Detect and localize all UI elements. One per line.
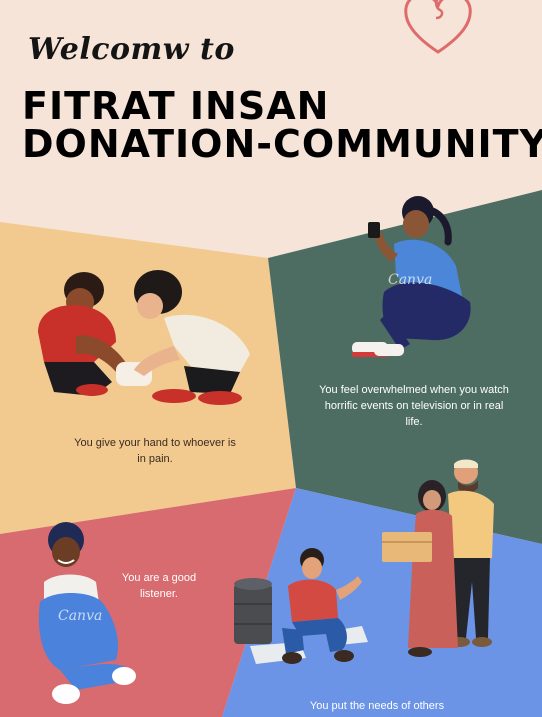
sitting-man-illustration <box>234 548 368 664</box>
panel-green <box>268 190 542 544</box>
couple-with-box-illustration <box>382 459 494 657</box>
helping-hand-illustration <box>38 270 250 405</box>
caption-give-hand: You give your hand to whoever is in pain… <box>74 437 236 465</box>
welcome-heading: Welcomw to <box>28 32 235 67</box>
page-title-line2: DONATION-COMMUNITY <box>22 122 542 166</box>
person-with-phone-illustration: Canva <box>352 196 471 357</box>
page-title-line1: FITRAT INSAN <box>22 84 330 128</box>
watermark-overwhelm: Canva <box>388 272 432 288</box>
caption-good-listener: You are a good listener. <box>121 572 197 600</box>
caption-needs-of-others: You put the needs of others <box>309 700 445 712</box>
watermark-listener: Canva <box>58 608 102 624</box>
caption-overwhelmed: You feel overwhelmed when you watch horr… <box>319 384 509 428</box>
listener-illustration: Canva <box>38 522 136 704</box>
heart-outline-icon <box>404 0 472 54</box>
